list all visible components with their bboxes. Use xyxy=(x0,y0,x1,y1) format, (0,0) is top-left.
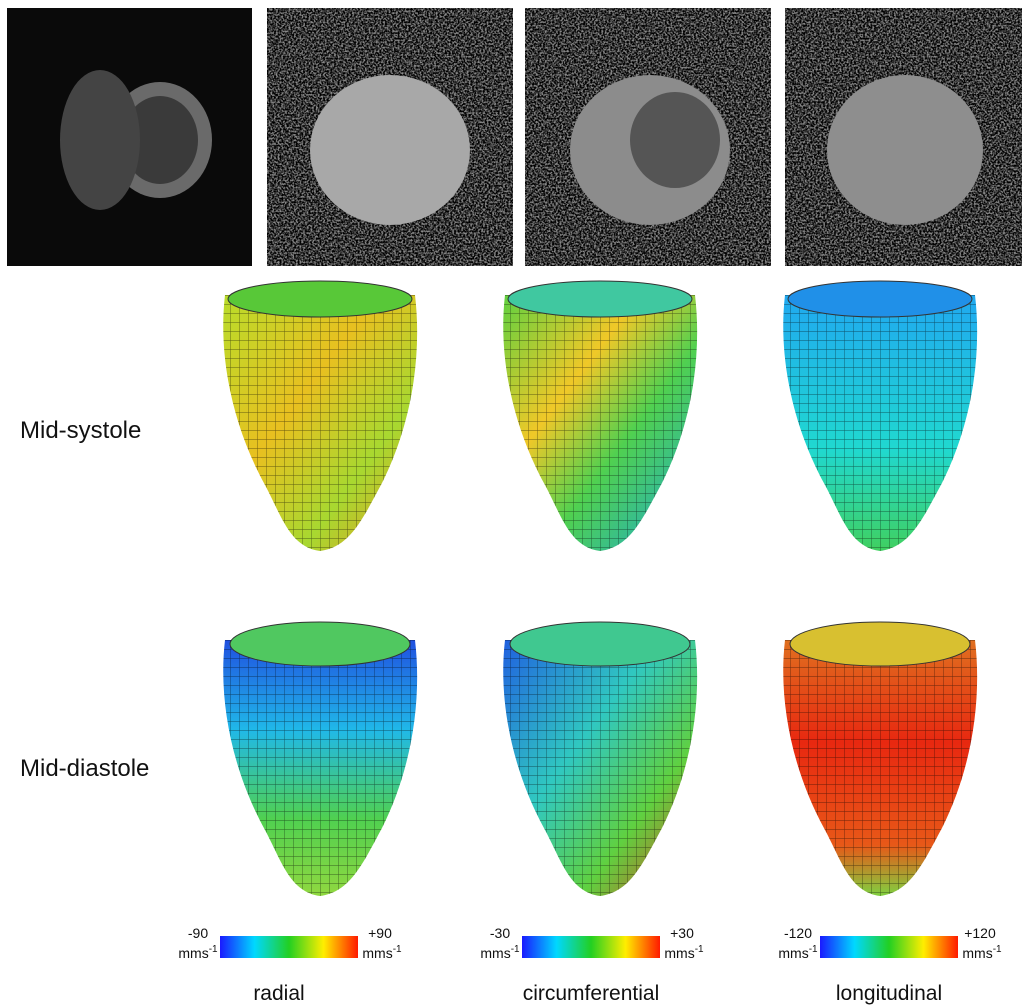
colorbar-max: +120 xyxy=(964,925,996,941)
colorbar xyxy=(820,936,958,958)
colorbar-unit: mms-1 xyxy=(362,944,402,961)
row-label: Mid-systole xyxy=(20,417,141,444)
colorbar-unit: mms-1 xyxy=(962,944,1002,961)
colorbar-label: longitudinal xyxy=(836,982,942,1005)
colorbar-unit: mms-1 xyxy=(178,944,218,961)
phase-heart xyxy=(827,75,983,225)
figure: Mid-systole Mid-diastole -90+90mms-1mms-… xyxy=(0,0,1025,1007)
phase-heart xyxy=(310,75,470,225)
phase-ring xyxy=(630,92,720,188)
unit-exp: -1 xyxy=(695,944,704,955)
unit-exp: -1 xyxy=(209,944,218,955)
mri-images xyxy=(7,8,1022,266)
unit-exp: -1 xyxy=(393,944,402,955)
heart xyxy=(783,622,977,896)
colorbar-unit: mms-1 xyxy=(778,944,818,961)
mri-rv xyxy=(60,70,140,210)
heart xyxy=(223,281,417,551)
heart xyxy=(783,281,977,551)
heart xyxy=(503,622,697,896)
colorbar-min: -120 xyxy=(784,925,812,941)
heart xyxy=(503,281,697,551)
unit-base: mms xyxy=(664,945,694,961)
unit-exp: -1 xyxy=(809,944,818,955)
colorbar-max: +30 xyxy=(670,925,694,941)
heart xyxy=(223,622,417,896)
unit-base: mms xyxy=(362,945,392,961)
colorbar-unit: mms-1 xyxy=(664,944,704,961)
unit-base: mms xyxy=(962,945,992,961)
colorbar-max: +90 xyxy=(368,925,392,941)
unit-exp: -1 xyxy=(511,944,520,955)
unit-base: mms xyxy=(480,945,510,961)
unit-exp: -1 xyxy=(993,944,1002,955)
colorbar-label: circumferential xyxy=(523,982,660,1005)
colorbar xyxy=(220,936,358,958)
colorbar-min: -90 xyxy=(188,925,208,941)
colorbar xyxy=(522,936,660,958)
heart-models xyxy=(223,281,977,896)
row-label: Mid-diastole xyxy=(20,755,149,782)
unit-base: mms xyxy=(778,945,808,961)
colorbar-min: -30 xyxy=(490,925,510,941)
unit-base: mms xyxy=(178,945,208,961)
colorbar-label: radial xyxy=(253,982,304,1005)
colorbar-unit: mms-1 xyxy=(480,944,520,961)
